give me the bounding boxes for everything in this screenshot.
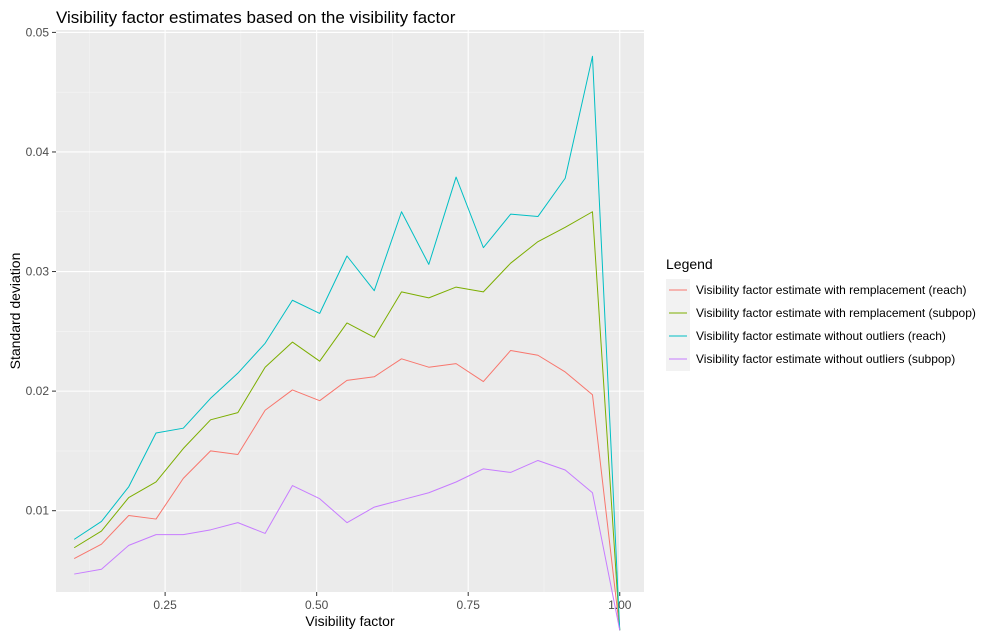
y-tick-label: 0.02 — [26, 384, 50, 398]
y-axis-title: Standard deviation — [7, 253, 23, 370]
series-line-visibility-factor-estimate-with-remplacement-subpop — [73, 211, 621, 631]
series-layer — [73, 55, 621, 631]
y-tick-label: 0.01 — [26, 504, 50, 518]
x-tick-label: 1.00 — [608, 598, 632, 612]
x-tick-label: 0.50 — [305, 598, 329, 612]
plot-panel — [56, 30, 644, 592]
y-tick-label: 0.03 — [26, 265, 50, 279]
x-tick-label: 0.25 — [153, 598, 177, 612]
legend-items: Visibility factor estimate with remplace… — [669, 283, 976, 366]
series-line-visibility-factor-estimate-without-outliers-subpop — [74, 459, 621, 631]
y-tick-label: 0.04 — [26, 145, 50, 159]
x-tick-label: 0.75 — [457, 598, 481, 612]
grid-layer — [56, 30, 644, 592]
legend-label: Visibility factor estimate without outli… — [696, 352, 955, 366]
legend-label: Visibility factor estimate with remplace… — [696, 283, 967, 297]
chart-title: Visibility factor estimates based on the… — [56, 8, 456, 27]
axis-layer: 0.25 0.50 0.75 1.00 0.01 0.02 0.03 0.04 0.05 — [26, 25, 632, 612]
legend-title: Legend — [666, 256, 713, 272]
legend-label: Visibility factor estimate with remplace… — [696, 306, 976, 320]
series-line-visibility-factor-estimate-without-outliers-reach — [73, 55, 621, 631]
legend-key-background — [666, 279, 690, 371]
y-tick-label: 0.05 — [26, 25, 50, 39]
series-line-visibility-factor-estimate-with-remplacement-reach — [73, 349, 621, 631]
legend-label: Visibility factor estimate without outli… — [696, 329, 946, 343]
x-axis-title: Visibility factor — [305, 613, 395, 629]
legend: Legend Visibility factor estimate with r… — [666, 256, 976, 371]
